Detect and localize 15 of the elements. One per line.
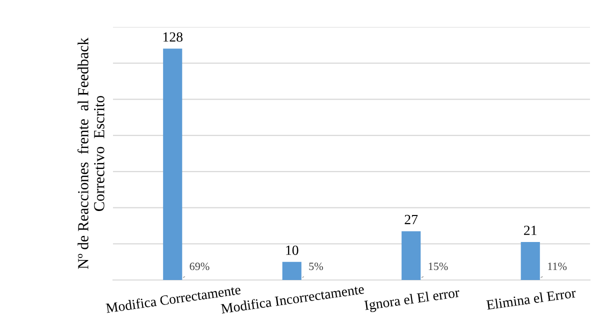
- annotation: 15%: [428, 262, 448, 270]
- y-axis-title: Nº de Reacciones frente al Feedback Correctivo Escrito: [77, 38, 104, 269]
- bar: [520, 242, 540, 280]
- data-label: 21: [524, 226, 536, 235]
- x-tick-label: Ignora el El error: [364, 287, 460, 314]
- bar: [282, 262, 302, 280]
- x-tick-label: Elimina el Error: [486, 288, 576, 310]
- bar: [402, 231, 421, 280]
- annotation: 11%: [548, 262, 567, 270]
- data-label: 10: [286, 246, 298, 255]
- bar: [163, 48, 182, 280]
- data-label: 27: [404, 214, 418, 224]
- data-label: 128: [163, 32, 183, 42]
- annotation: 69%: [190, 262, 210, 270]
- annotation: 5%: [309, 262, 323, 270]
